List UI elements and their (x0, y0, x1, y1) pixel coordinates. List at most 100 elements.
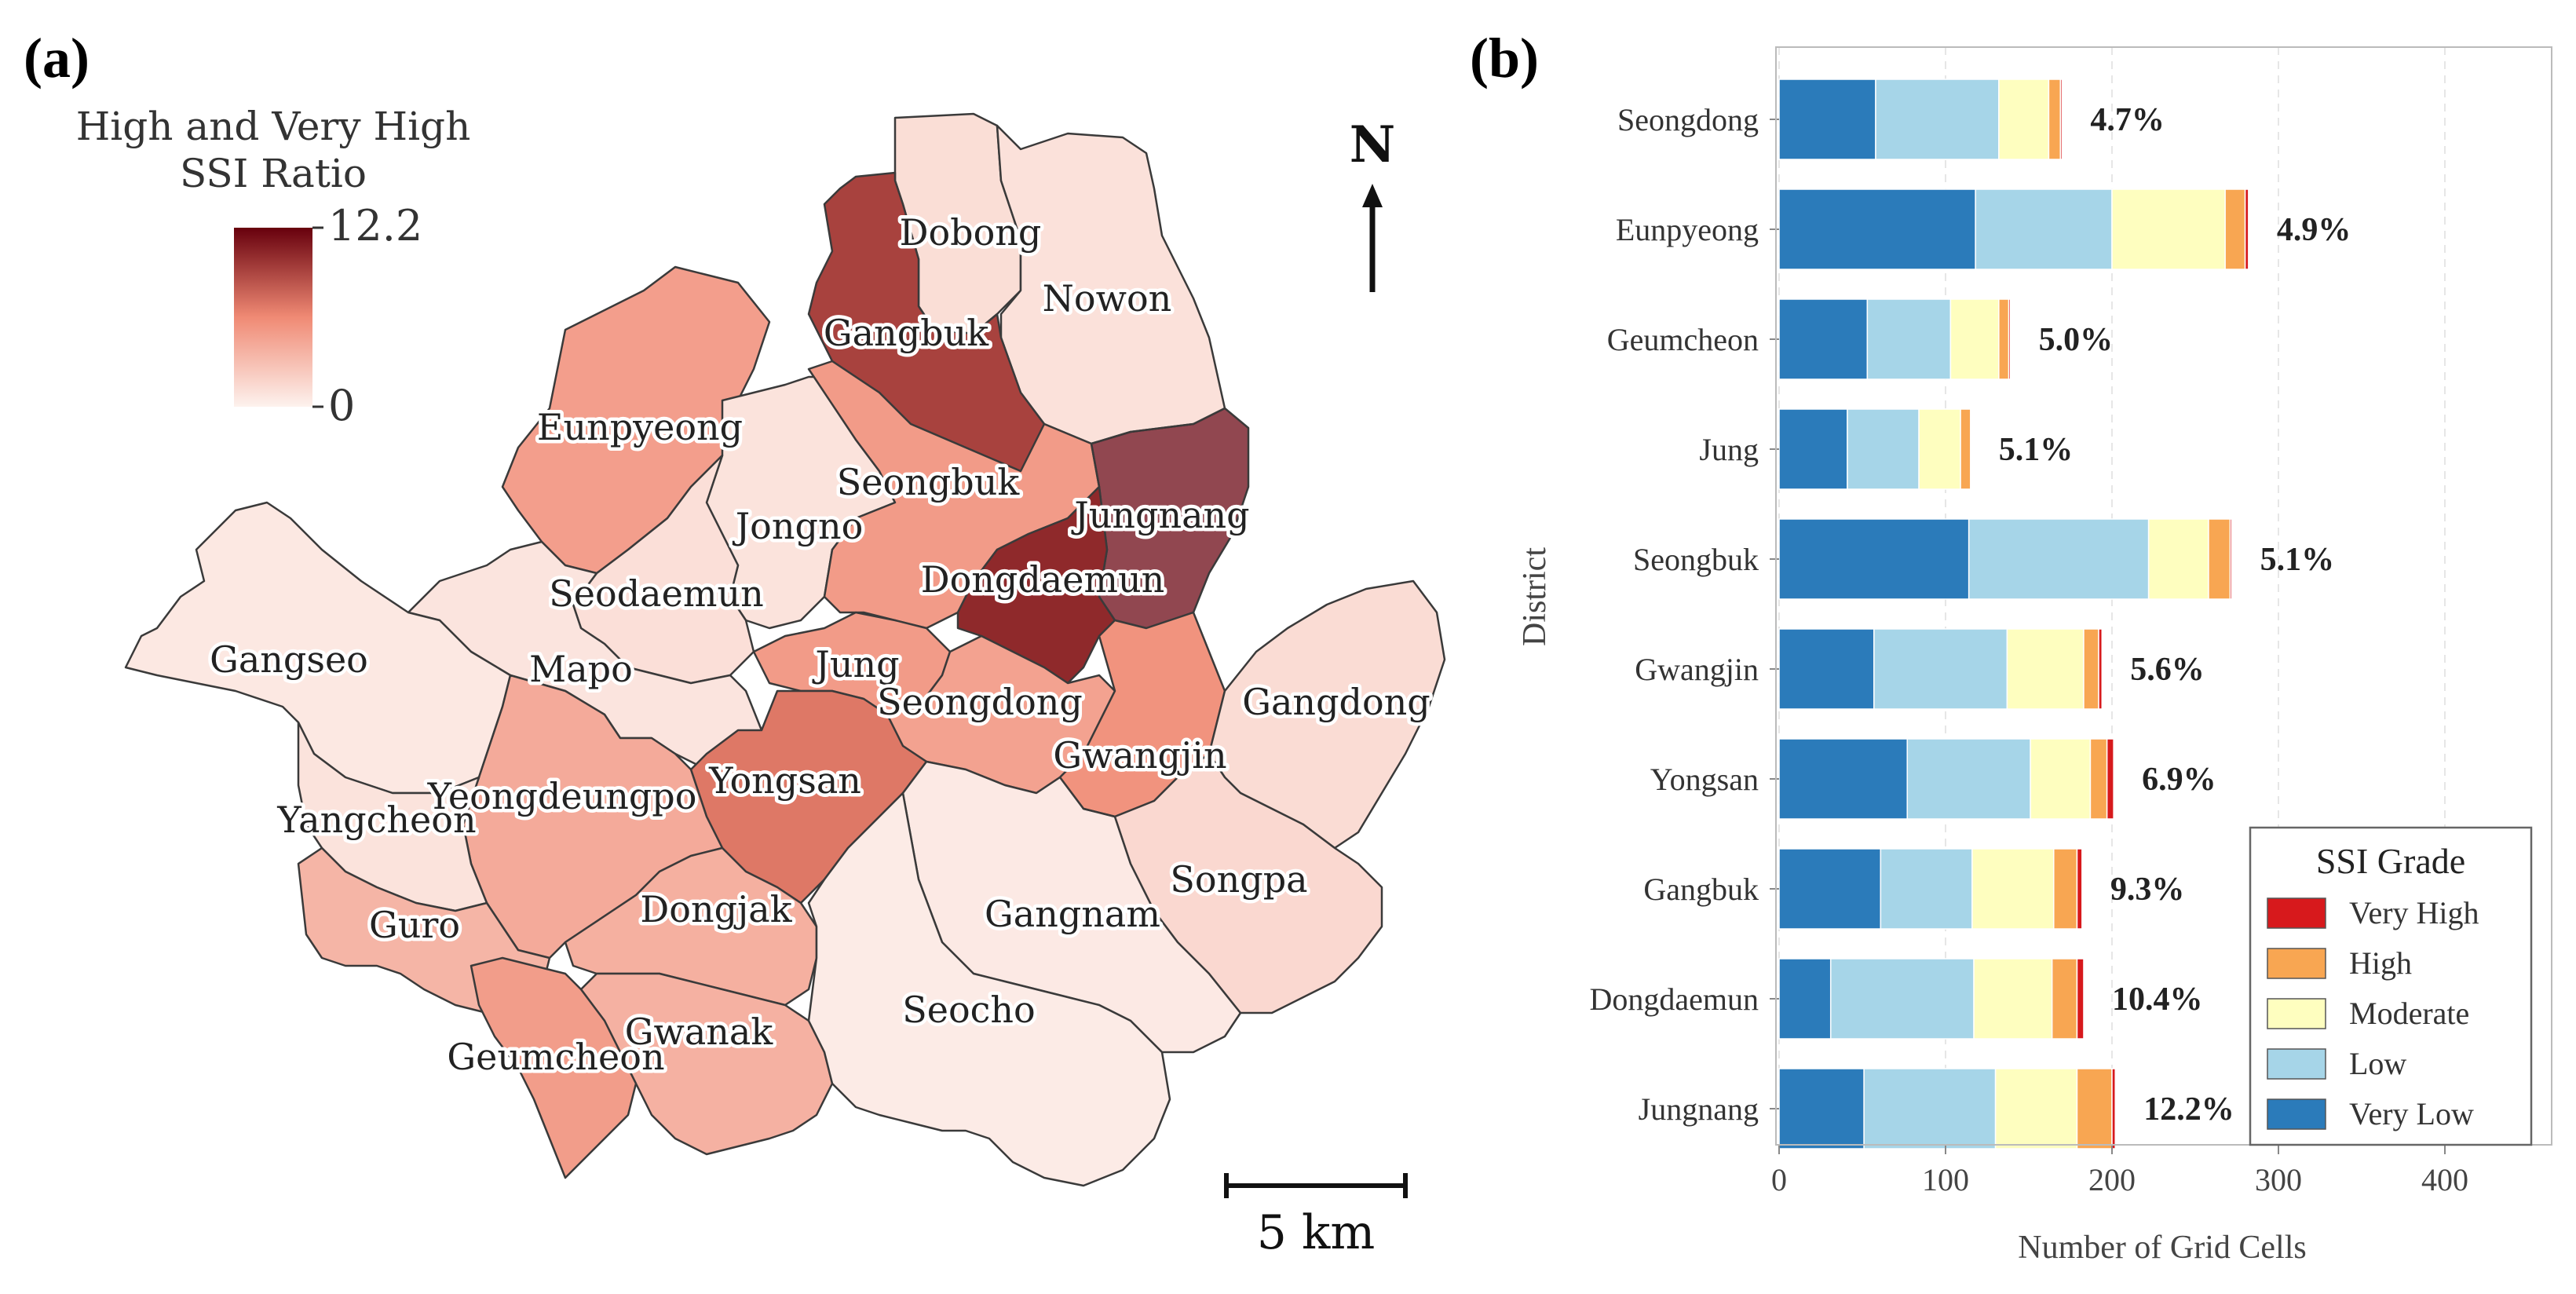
colorbar-legend: High and Very High SSI Ratio 12.2 0 (76, 104, 471, 430)
bar-segment-very-high[interactable] (2229, 518, 2233, 600)
bar-segment-low[interactable] (1880, 848, 1973, 930)
panel-a-label: (a) (24, 27, 90, 90)
chart-legend-entries: Very High High Moderate Low Very Low (2267, 895, 2479, 1131)
bar-segment-moderate[interactable] (2147, 518, 2209, 600)
bar-segment-very-low[interactable] (1778, 958, 1832, 1040)
x-tick-label: 300 (2255, 1162, 2302, 1197)
region-songpa[interactable] (1082, 752, 1383, 1014)
bar-segment-low[interactable] (1829, 958, 1975, 1040)
bar-segment-moderate[interactable] (2006, 628, 2085, 710)
bar-segment-very-high[interactable] (2076, 848, 2083, 930)
legend-swatch (2267, 1098, 2326, 1130)
ratio-label: 4.7% (2090, 102, 2165, 138)
bar-segment-low[interactable] (1847, 408, 1920, 490)
ratio-label: 6.9% (2142, 762, 2216, 798)
bar-segment-very-low[interactable] (1778, 79, 1876, 160)
bar-segment-very-low[interactable] (1778, 298, 1869, 380)
x-tick-label: 200 (2088, 1162, 2136, 1197)
legend-entry-label: Low (2349, 1046, 2406, 1081)
y-tick-label: Seongbuk (1633, 542, 1759, 577)
bar-segment-very-high[interactable] (2106, 738, 2114, 820)
label-dobong: Dobong (900, 211, 1042, 254)
x-tick-label: 0 (1771, 1162, 1787, 1197)
bar-segment-very-high[interactable] (2008, 298, 2011, 380)
y-tick-label: Yongsan (1650, 762, 1759, 797)
chart-y-axis-label: District (1517, 547, 1553, 646)
bar-segment-very-low[interactable] (1778, 408, 1848, 490)
label-gangseo: Gangseo (210, 638, 368, 681)
region-gwanak[interactable] (579, 972, 834, 1156)
bar-segment-low[interactable] (1866, 298, 1952, 380)
label-seongdong: Seongdong (877, 681, 1083, 723)
label-dongdaemun: Dongdaemun (921, 558, 1165, 601)
panel-b-label: (b) (1470, 27, 1539, 90)
bar-segment-moderate[interactable] (1994, 1068, 2078, 1150)
bar-segment-moderate[interactable] (2111, 188, 2226, 270)
bar-segment-moderate[interactable] (1949, 298, 2000, 380)
bar-segment-high[interactable] (2089, 738, 2108, 820)
label-gwangjin: Gwangjin (1053, 734, 1226, 777)
ratio-label: 5.0% (2039, 322, 2114, 358)
ratio-label: 9.3% (2110, 872, 2185, 908)
y-tick-label: Dongdaemun (1589, 981, 1759, 1017)
district-labels: Dobong Nowon Gangbuk Eunpyeong Jongno Se… (206, 208, 1434, 1082)
bar-segment-high[interactable] (1960, 408, 1971, 490)
region-geumcheon[interactable] (470, 956, 638, 1179)
bar-segment-very-high[interactable] (2244, 188, 2249, 270)
ratio-label: 4.9% (2277, 212, 2351, 248)
legend-entry-label: High (2349, 945, 2412, 981)
bar-segment-very-high[interactable] (2111, 1068, 2116, 1150)
bar-segment-very-high[interactable] (2059, 79, 2063, 160)
label-gwanak: Gwanak (625, 1011, 774, 1053)
legend-swatch (2267, 897, 2326, 929)
bar-segment-high[interactable] (2076, 1068, 2113, 1150)
bar-segment-moderate[interactable] (1998, 79, 2050, 160)
legend-swatch (2267, 998, 2326, 1029)
label-gangdong: Gangdong (1242, 681, 1430, 723)
ratio-label: 12.2% (2143, 1091, 2234, 1128)
label-gangnam: Gangnam (985, 893, 1160, 935)
label-guro: Guro (369, 904, 460, 946)
bar-segment-very-low[interactable] (1778, 848, 1882, 930)
bar-segment-moderate[interactable] (1918, 408, 1961, 490)
ratio-label: 5.1% (1999, 432, 2074, 468)
bar-segment-high[interactable] (2048, 79, 2062, 160)
bar-segment-very-low[interactable] (1778, 188, 1976, 270)
label-jongno: Jongno (733, 505, 864, 547)
bar-segment-low[interactable] (1906, 738, 2031, 820)
bar-segment-moderate[interactable] (2030, 738, 2092, 820)
bar-segment-very-low[interactable] (1778, 1068, 1865, 1150)
chart-y-tick-labels: Seongdong Eunpyeong Geumcheon Jung Seongbuk G… (1589, 102, 1779, 1127)
scale-bar-label: 5 km (1257, 1205, 1376, 1260)
bar-segment-moderate[interactable] (1973, 958, 2053, 1040)
label-dongjak: Dongjak (640, 888, 792, 930)
bar-segment-moderate[interactable] (1971, 848, 2055, 930)
bar-segment-very-low[interactable] (1778, 628, 1875, 710)
label-yongsan: Yongsan (708, 759, 861, 802)
bar-segment-low[interactable] (1873, 628, 2008, 710)
bar-segment-low[interactable] (1975, 188, 2113, 270)
ratio-label: 10.4% (2112, 981, 2203, 1018)
bar-segment-low[interactable] (1863, 1068, 1997, 1150)
y-tick-label: Gwangjin (1635, 652, 1759, 687)
y-tick-label: Jung (1699, 432, 1759, 467)
bar-segment-high[interactable] (2051, 958, 2078, 1040)
ratio-label: 5.1% (2260, 542, 2335, 578)
bar-segment-low[interactable] (1968, 518, 2150, 600)
bar-segment-low[interactable] (1875, 79, 2000, 160)
label-songpa: Songpa (1170, 858, 1307, 901)
y-tick-label: Gangbuk (1643, 872, 1759, 907)
chart-legend-box (2249, 826, 2533, 1146)
bar-segment-high[interactable] (2224, 188, 2246, 270)
bar-segment-high[interactable] (2053, 848, 2078, 930)
bar-segment-high[interactable] (2208, 518, 2231, 600)
bar-segment-very-high[interactable] (2098, 628, 2103, 710)
bar-segment-high[interactable] (2083, 628, 2099, 710)
bar-segment-very-high[interactable] (2076, 958, 2085, 1040)
bar-segment-high[interactable] (1998, 298, 2010, 380)
bar-segment-very-low[interactable] (1778, 738, 1908, 820)
region-seocho[interactable] (807, 791, 1171, 1187)
bar-segment-very-low[interactable] (1778, 518, 1970, 600)
colorbar-min-label: 0 (328, 381, 355, 430)
